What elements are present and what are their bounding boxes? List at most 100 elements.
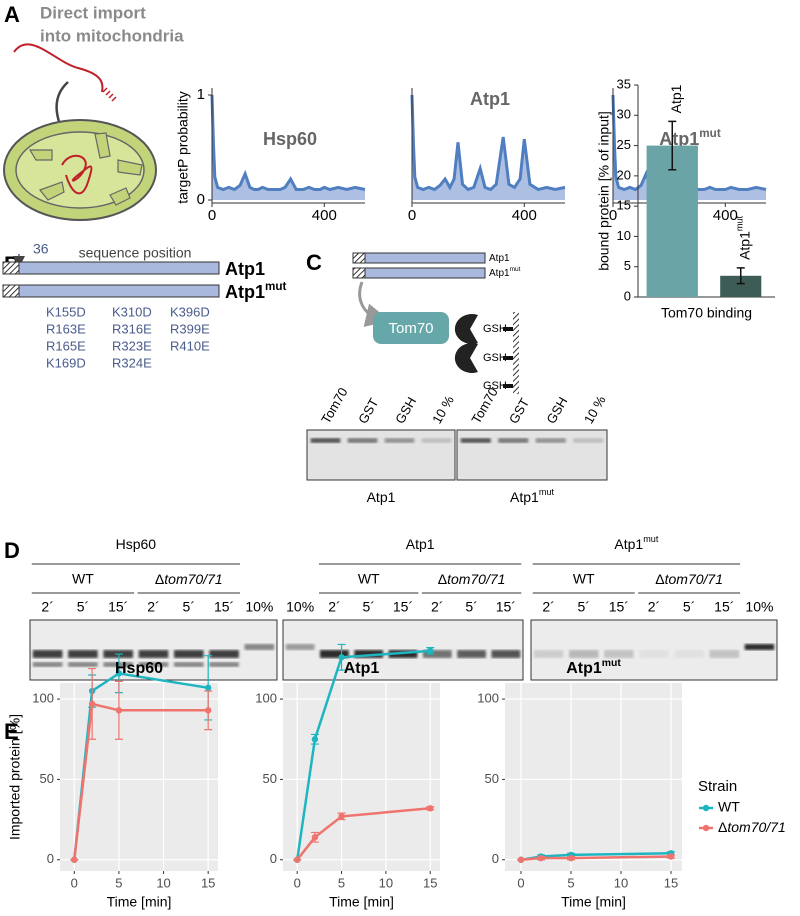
legend-label: Δtom70/71 — [718, 819, 786, 835]
line — [410, 94, 566, 192]
x-tick-label: 15 — [423, 875, 437, 890]
x-tick-label: 400 — [512, 207, 537, 224]
category-label: Atp1mut — [735, 215, 752, 259]
band — [68, 662, 98, 667]
panel-label: A — [4, 2, 20, 27]
band — [354, 650, 384, 658]
panel-label: C — [306, 250, 322, 275]
band — [568, 650, 599, 658]
construct-label: Atp1 — [489, 253, 510, 264]
band — [32, 662, 63, 667]
gel-label-sup: mut — [539, 487, 555, 497]
chart-title-base: Atp1 — [344, 660, 380, 677]
band — [491, 650, 521, 658]
mitochondrion-illustration — [3, 43, 157, 221]
legend-swatch — [702, 804, 710, 812]
mutation: R165E — [46, 338, 86, 353]
y-tick-label: 50 — [40, 771, 54, 786]
y-tick-label: 20 — [617, 167, 631, 182]
y-tick-label: 5 — [624, 258, 631, 273]
mutation: R399E — [170, 321, 210, 336]
x-tick-label: 10 — [614, 875, 628, 890]
construct-label-base: Atp1 — [489, 268, 510, 279]
chart-title: Hsp60 — [115, 660, 163, 677]
series-line — [520, 855, 672, 862]
lane-label: 5´ — [362, 599, 374, 615]
x-tick-label: 0 — [408, 207, 416, 224]
band — [421, 438, 452, 443]
chart-title-sup: mut — [699, 127, 721, 140]
category-label-base: Atp1 — [736, 231, 752, 260]
chart-title: Atp1 — [470, 89, 510, 109]
error-bar — [668, 120, 677, 171]
group-label: WT — [573, 571, 595, 587]
legend-swatch — [702, 824, 710, 832]
category-label: Atp1 — [668, 84, 684, 113]
band — [384, 438, 415, 443]
group-label-italic: tom70/71 — [164, 571, 222, 587]
chart-title-base: Hsp60 — [115, 660, 163, 677]
y-tick-label: 35 — [617, 76, 631, 91]
construct-label-sup: mut — [265, 280, 287, 293]
x-tick-label: 0 — [517, 875, 524, 890]
x-tick-label: 5 — [567, 875, 574, 890]
mutation: R410E — [170, 338, 210, 353]
chart-title-base: Atp1 — [566, 660, 602, 677]
band — [498, 438, 529, 443]
gel-title-base: Hsp60 — [116, 536, 157, 552]
band — [744, 644, 775, 650]
reference-label: 10% — [286, 599, 314, 615]
point — [88, 700, 96, 708]
chart-title-sup: mut — [602, 658, 622, 669]
band — [639, 650, 669, 658]
point — [667, 853, 675, 860]
plot-background — [283, 683, 440, 871]
chart-title: Hsp60 — [263, 129, 317, 149]
lane-label: GSH — [392, 394, 419, 426]
ligand-label: GSH — [483, 323, 507, 335]
plot-background — [505, 683, 682, 871]
x-tick-label: 400 — [312, 207, 337, 224]
y-axis-label: targetP probability — [175, 91, 191, 204]
x-tick-label: 0 — [71, 875, 78, 890]
group-label-prefix: Δ — [155, 571, 164, 587]
y-tick-label: 30 — [617, 107, 631, 122]
x-tick-label: 0 — [208, 207, 216, 224]
y-tick-label: 100 — [477, 691, 499, 706]
mutation: K310D — [112, 304, 152, 319]
band — [138, 662, 169, 667]
gel-label: Atp1 — [367, 489, 396, 505]
construct-label: Atp1mut — [225, 280, 287, 302]
y-tick-label: 0 — [270, 851, 277, 866]
receptor — [373, 312, 449, 344]
legend-label: WT — [718, 799, 740, 815]
start-position: 36 — [33, 241, 49, 257]
panel-label: E — [4, 719, 19, 744]
group-label: WT — [358, 571, 380, 587]
signal-sequence — [352, 267, 366, 279]
y-tick-label: 0 — [197, 191, 205, 208]
construct-label-sup: mut — [510, 266, 521, 273]
lane-label: 2´ — [542, 599, 554, 615]
lane-label: 15´ — [108, 599, 128, 615]
mutation: R324E — [112, 355, 152, 370]
mutation: K396D — [170, 304, 210, 319]
band — [310, 438, 341, 443]
x-axis-label: Time [min] — [561, 894, 626, 910]
lane-label: 15´ — [214, 599, 234, 615]
x-tick-label: 0 — [609, 207, 617, 224]
x-tick-label: 400 — [713, 207, 738, 224]
lane-label: Tom70 — [318, 385, 351, 426]
protein-bar — [364, 267, 486, 279]
y-tick-label: 0 — [492, 851, 499, 866]
chart-title-base: Hsp60 — [263, 129, 317, 149]
linker — [503, 327, 513, 331]
band — [709, 650, 740, 658]
band — [68, 650, 98, 658]
reference-label: 10% — [245, 599, 273, 615]
lane-label: 15´ — [496, 599, 516, 615]
x-tick-label: 0 — [294, 875, 301, 890]
gel-title-base: Atp1 — [614, 536, 643, 552]
y-tick-label: 25 — [617, 137, 631, 152]
